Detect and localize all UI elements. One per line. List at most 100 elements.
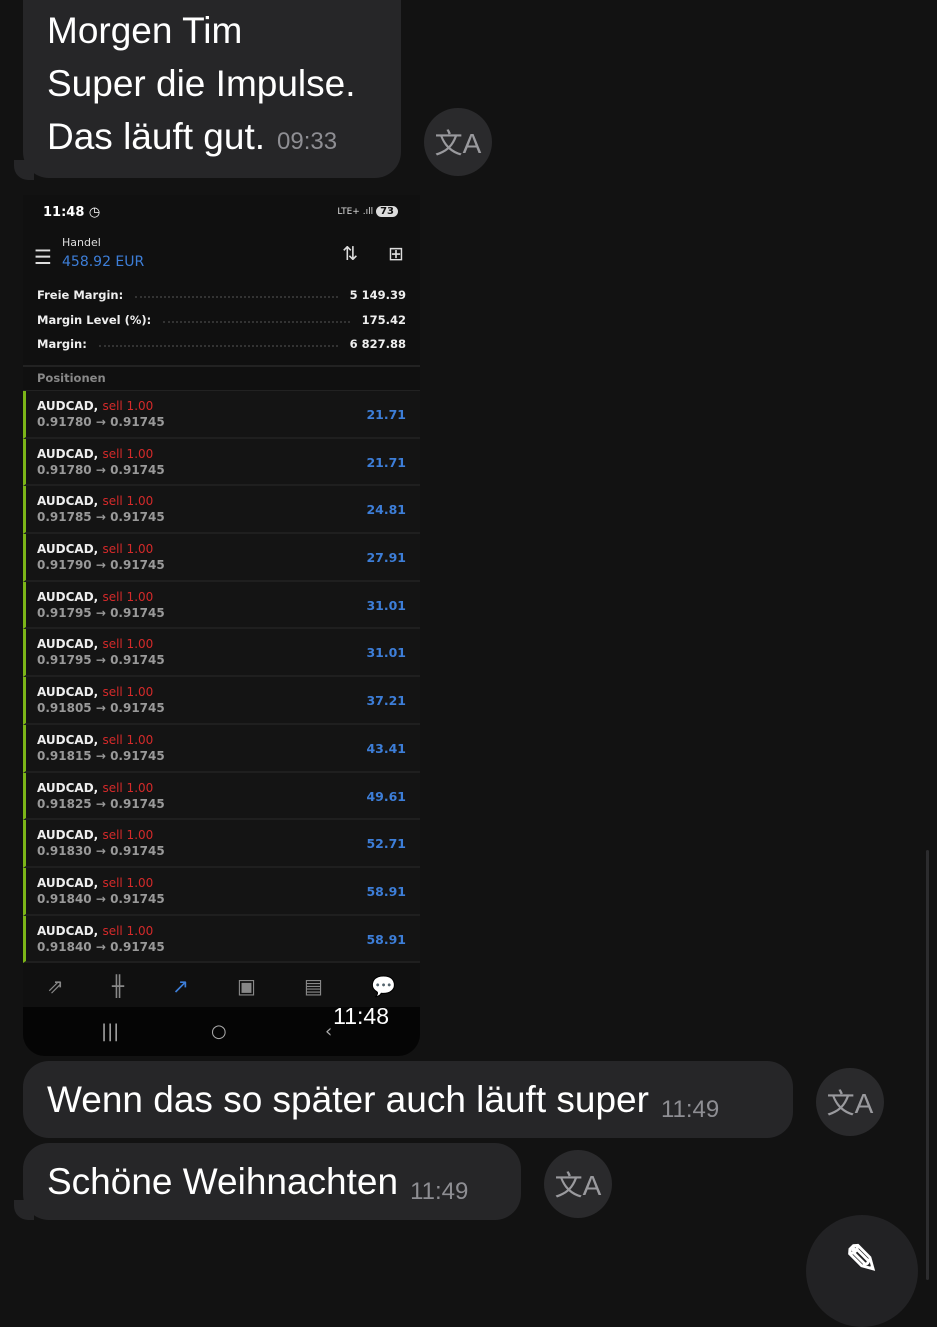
position-symbol: AUDCAD, sell 1.00 bbox=[37, 923, 154, 938]
position-row[interactable]: AUDCAD, sell 1.00 0.91795 → 0.91745 31.0… bbox=[23, 581, 420, 630]
position-side: sell 1.00 bbox=[102, 828, 154, 843]
message-time: 11:49 bbox=[410, 1177, 469, 1205]
position-prices: 0.91830 → 0.91745 bbox=[37, 844, 165, 859]
position-profit: 58.91 bbox=[366, 883, 406, 899]
scrollbar[interactable] bbox=[926, 850, 929, 1280]
position-side: sell 1.00 bbox=[102, 685, 154, 700]
position-profit: 31.01 bbox=[366, 597, 406, 613]
chat-icon: 💬 bbox=[370, 974, 396, 998]
position-prices: 0.91780 → 0.91745 bbox=[37, 462, 165, 477]
position-row[interactable]: AUDCAD, sell 1.00 0.91780 → 0.91745 21.7… bbox=[23, 391, 420, 439]
position-side: sell 1.00 bbox=[102, 732, 154, 747]
position-prices: 0.91840 → 0.91745 bbox=[37, 939, 165, 954]
position-symbol: AUDCAD, sell 1.00 bbox=[37, 494, 154, 509]
position-side: sell 1.00 bbox=[102, 589, 154, 604]
position-symbol: AUDCAD, sell 1.00 bbox=[37, 446, 154, 461]
news-icon: ▤ bbox=[303, 974, 323, 998]
message-line: Morgen Tim bbox=[47, 10, 243, 51]
battery-level: 73 bbox=[376, 206, 398, 217]
position-profit: 31.01 bbox=[366, 645, 406, 661]
message-bubble: Wenn das so später auch läuft super 11:49 bbox=[23, 1061, 793, 1138]
position-symbol: AUDCAD, sell 1.00 bbox=[37, 685, 154, 700]
network-status: LTE+ .ıll bbox=[337, 207, 374, 217]
menu-icon: ☰ bbox=[34, 245, 52, 269]
position-prices: 0.91790 → 0.91745 bbox=[37, 558, 165, 573]
bubble-tail bbox=[14, 160, 34, 180]
translate-icon[interactable]: 文A bbox=[544, 1150, 612, 1218]
position-prices: 0.91805 → 0.91745 bbox=[37, 701, 165, 716]
position-prices: 0.91795 → 0.91745 bbox=[37, 605, 165, 620]
sort-icon: ⇅ bbox=[342, 243, 359, 265]
position-profit: 58.91 bbox=[366, 931, 406, 947]
message-bubble: Morgen Tim Super die Impulse. Das läuft … bbox=[23, 0, 401, 178]
stat-row: Margin Level (%): 175.42 bbox=[37, 313, 406, 327]
position-profit: 21.71 bbox=[366, 407, 406, 422]
position-row[interactable]: AUDCAD, sell 1.00 0.91840 → 0.91745 58.9… bbox=[23, 915, 420, 964]
position-side: sell 1.00 bbox=[102, 780, 154, 795]
compose-button[interactable]: ✎ bbox=[806, 1215, 918, 1327]
recent-apps-icon: ||| bbox=[101, 1021, 120, 1042]
back-icon: ‹ bbox=[325, 1021, 333, 1042]
position-prices: 0.91785 → 0.91745 bbox=[37, 510, 165, 525]
trade-icon: ↗ bbox=[172, 974, 189, 998]
chart-icon: ╫ bbox=[111, 974, 124, 998]
position-profit: 37.21 bbox=[366, 693, 406, 709]
message-line: Super die Impulse. bbox=[47, 63, 356, 104]
message-bubble: Schöne Weihnachten 11:49 bbox=[23, 1143, 521, 1220]
position-prices: 0.91840 → 0.91745 bbox=[37, 891, 165, 906]
position-row[interactable]: AUDCAD, sell 1.00 0.91795 → 0.91745 31.0… bbox=[23, 629, 420, 678]
position-prices: 0.91795 → 0.91745 bbox=[37, 653, 165, 668]
position-row[interactable]: AUDCAD, sell 1.00 0.91830 → 0.91745 52.7… bbox=[23, 820, 420, 868]
message-line: Das läuft gut. bbox=[47, 116, 266, 157]
position-symbol: AUDCAD, sell 1.00 bbox=[37, 399, 154, 413]
trading-screenshot[interactable]: 11:48 ◷ LTE+ .ıll 73 ☰ Handel 458.92 EUR … bbox=[23, 195, 420, 1056]
position-side: sell 1.00 bbox=[102, 637, 154, 652]
position-profit: 49.61 bbox=[366, 788, 406, 804]
stat-row: Margin: 6 827.88 bbox=[37, 337, 406, 351]
position-symbol: AUDCAD, sell 1.00 bbox=[37, 732, 154, 747]
position-symbol: AUDCAD, sell 1.00 bbox=[37, 828, 154, 843]
message-time: 09:33 bbox=[277, 128, 338, 155]
position-profit: 27.91 bbox=[366, 550, 406, 566]
translate-icon[interactable]: 文A bbox=[816, 1068, 884, 1136]
bubble-tail bbox=[14, 1200, 34, 1220]
new-order-icon: ⊞ bbox=[388, 243, 404, 265]
message-time: 11:48 bbox=[333, 1003, 389, 1029]
history-icon: ▣ bbox=[236, 974, 256, 998]
position-side: sell 1.00 bbox=[102, 923, 154, 938]
positions-list: AUDCAD, sell 1.00 0.91780 → 0.91745 21.7… bbox=[23, 391, 420, 964]
position-symbol: AUDCAD, sell 1.00 bbox=[37, 542, 154, 557]
stat-row: Freie Margin: 5 149.39 bbox=[37, 288, 406, 302]
position-row[interactable]: AUDCAD, sell 1.00 0.91840 → 0.91745 58.9… bbox=[23, 867, 420, 916]
position-prices: 0.91815 → 0.91745 bbox=[37, 748, 165, 763]
position-symbol: AUDCAD, sell 1.00 bbox=[37, 637, 154, 652]
divider bbox=[23, 365, 420, 367]
position-side: sell 1.00 bbox=[102, 494, 154, 509]
position-prices: 0.91825 → 0.91745 bbox=[37, 796, 165, 811]
position-symbol: AUDCAD, sell 1.00 bbox=[37, 780, 154, 795]
balance: 458.92 EUR bbox=[62, 254, 145, 270]
position-profit: 24.81 bbox=[366, 502, 406, 518]
position-profit: 52.71 bbox=[366, 836, 406, 852]
positions-title: Positionen bbox=[37, 371, 106, 385]
position-row[interactable]: AUDCAD, sell 1.00 0.91790 → 0.91745 27.9… bbox=[23, 534, 420, 582]
quotes-icon: ⇗ bbox=[47, 974, 64, 998]
position-side: sell 1.00 bbox=[102, 542, 154, 557]
translate-icon[interactable]: 文A bbox=[424, 108, 492, 176]
position-row[interactable]: AUDCAD, sell 1.00 0.91825 → 0.91745 49.6… bbox=[23, 772, 420, 821]
status-time: 11:48 bbox=[43, 205, 85, 220]
position-symbol: AUDCAD, sell 1.00 bbox=[37, 589, 154, 604]
position-side: sell 1.00 bbox=[102, 446, 154, 461]
home-icon: ○ bbox=[211, 1021, 227, 1042]
position-side: sell 1.00 bbox=[102, 875, 154, 890]
position-profit: 43.41 bbox=[366, 740, 406, 756]
position-row[interactable]: AUDCAD, sell 1.00 0.91785 → 0.91745 24.8… bbox=[23, 486, 420, 535]
position-prices: 0.91780 → 0.91745 bbox=[37, 415, 165, 429]
compose-icon: ✎ bbox=[845, 1238, 879, 1282]
position-profit: 21.71 bbox=[366, 454, 406, 470]
header-label: Handel bbox=[62, 236, 101, 249]
position-row[interactable]: AUDCAD, sell 1.00 0.91805 → 0.91745 37.2… bbox=[23, 677, 420, 725]
position-row[interactable]: AUDCAD, sell 1.00 0.91780 → 0.91745 21.7… bbox=[23, 438, 420, 487]
position-side: sell 1.00 bbox=[102, 399, 154, 413]
position-row[interactable]: AUDCAD, sell 1.00 0.91815 → 0.91745 43.4… bbox=[23, 724, 420, 773]
